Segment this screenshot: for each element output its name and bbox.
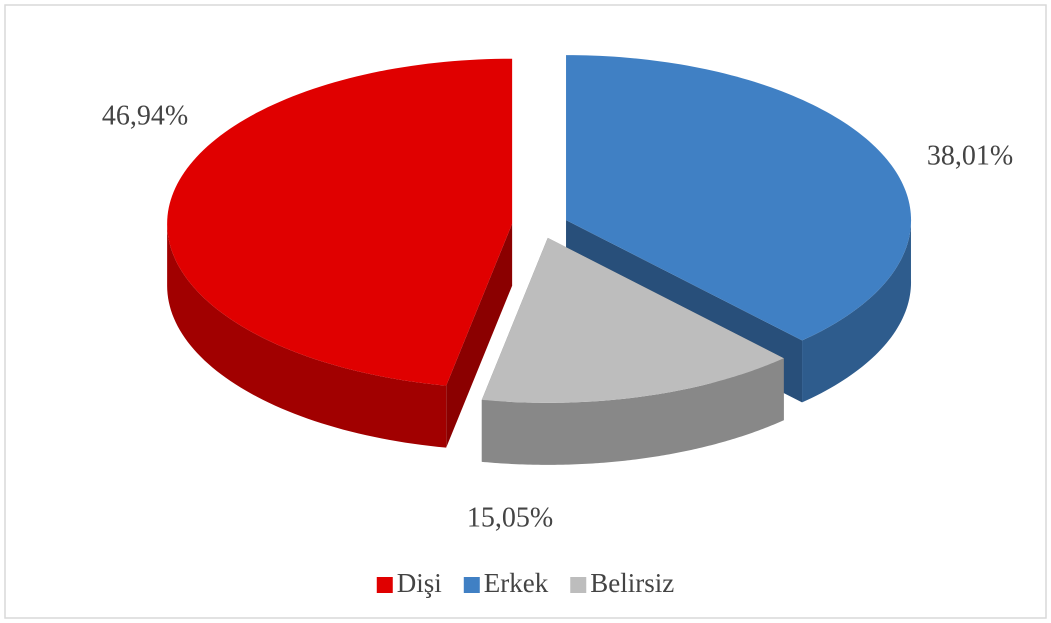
legend-text: Belirsiz <box>590 568 674 598</box>
slice <box>167 58 513 386</box>
slice <box>566 55 912 341</box>
legend: Dişi Erkek Belirsiz <box>376 568 674 598</box>
data-label: 15,05% <box>467 502 553 533</box>
slice-wall <box>167 224 447 448</box>
legend-text: Dişi <box>397 568 442 598</box>
slice <box>481 237 784 403</box>
legend-swatch <box>570 577 587 593</box>
slice-wall <box>802 217 912 403</box>
legend-swatch <box>376 577 393 593</box>
legend-swatch <box>463 577 480 593</box>
pie <box>167 55 912 465</box>
data-labels: 46,94% 38,01% 15,05% <box>102 100 1013 533</box>
slice-side <box>446 223 513 448</box>
data-label: 38,01% <box>927 140 1013 171</box>
slice-wall <box>481 358 784 465</box>
legend-text: Erkek <box>484 568 549 598</box>
data-label: 46,94% <box>102 100 188 131</box>
